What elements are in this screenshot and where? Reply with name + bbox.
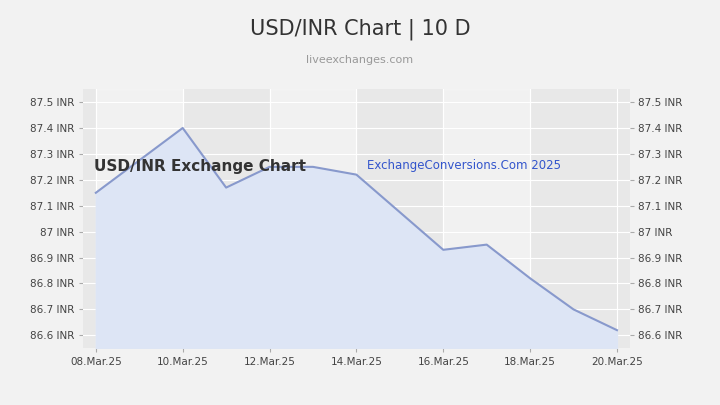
Text: USD/INR Exchange Chart: USD/INR Exchange Chart — [94, 159, 306, 174]
Bar — [444, 89, 530, 348]
Text: USD/INR Chart | 10 D: USD/INR Chart | 10 D — [250, 18, 470, 40]
Text: liveexchanges.com: liveexchanges.com — [307, 55, 413, 65]
Bar — [269, 89, 356, 348]
Text: ExchangeConversions.Com 2025: ExchangeConversions.Com 2025 — [367, 159, 562, 172]
Bar — [96, 89, 183, 348]
